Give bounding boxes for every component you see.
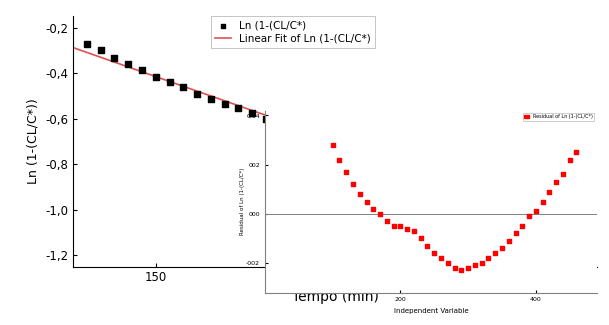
Point — [470, 263, 480, 268]
Ln (1-(CL/C*) — [289, 126, 298, 132]
Ln (1-(CL/C*) — [206, 97, 216, 102]
Point — [518, 224, 527, 229]
X-axis label: Independent Variable: Independent Variable — [393, 308, 468, 314]
Point — [328, 142, 337, 148]
Point — [389, 224, 398, 229]
Point — [457, 268, 466, 273]
Point — [544, 189, 554, 194]
Point — [375, 211, 385, 216]
Ln (1-(CL/C*) — [234, 106, 244, 111]
Point — [524, 214, 534, 219]
Ln (1-(CL/C*) — [537, 205, 546, 210]
Point — [362, 199, 371, 204]
Ln (1-(CL/C*) — [468, 183, 477, 188]
Point — [382, 219, 392, 224]
Point — [531, 209, 541, 214]
Ln (1-(CL/C*) — [426, 171, 436, 176]
Ln (1-(CL/C*) — [137, 67, 147, 72]
Legend: Ln (1-(CL/C*), Linear Fit of Ln (1-(CL/C*): Ln (1-(CL/C*), Linear Fit of Ln (1-(CL/C… — [211, 17, 375, 48]
Ln (1-(CL/C*) — [496, 192, 505, 198]
Point — [395, 224, 405, 229]
Point — [355, 191, 365, 197]
Ln (1-(CL/C*) — [344, 145, 354, 150]
Y-axis label: Ln (1-(CL/C*)): Ln (1-(CL/C*)) — [27, 98, 40, 184]
Ln (1-(CL/C*) — [261, 116, 271, 121]
Point — [565, 157, 575, 162]
Point — [341, 169, 351, 175]
Ln (1-(CL/C*) — [316, 136, 326, 141]
Point — [334, 157, 344, 162]
Ln (1-(CL/C*) — [357, 149, 367, 154]
Ln (1-(CL/C*) — [164, 80, 174, 85]
Ln (1-(CL/C*) — [247, 111, 257, 116]
Ln (1-(CL/C*) — [275, 122, 284, 127]
Ln (1-(CL/C*) — [523, 202, 533, 207]
Ln (1-(CL/C*) — [151, 74, 161, 79]
Point — [436, 255, 446, 261]
Point — [409, 228, 419, 234]
Point — [558, 172, 568, 177]
Ln (1-(CL/C*) — [371, 154, 381, 159]
Ln (1-(CL/C*) — [96, 48, 105, 53]
Ln (1-(CL/C*) — [454, 179, 464, 184]
Point — [551, 179, 561, 184]
Ln (1-(CL/C*) — [110, 56, 119, 61]
Point — [484, 255, 493, 261]
Ln (1-(CL/C*) — [178, 84, 188, 89]
Point — [403, 226, 412, 231]
Point — [443, 260, 452, 266]
Ln (1-(CL/C*) — [551, 209, 560, 215]
Ln (1-(CL/C*) — [192, 91, 202, 96]
Point — [504, 238, 513, 243]
Point — [511, 231, 521, 236]
Point — [572, 150, 582, 155]
Point — [449, 265, 459, 270]
Point — [368, 206, 378, 212]
Ln (1-(CL/C*) — [220, 101, 230, 107]
Point — [490, 251, 500, 256]
Point — [348, 182, 358, 187]
Ln (1-(CL/C*) — [330, 140, 340, 145]
Ln (1-(CL/C*) — [124, 61, 133, 67]
Point — [423, 243, 432, 248]
Ln (1-(CL/C*) — [413, 166, 423, 171]
Ln (1-(CL/C*) — [565, 218, 574, 224]
Ln (1-(CL/C*) — [509, 197, 519, 202]
Ln (1-(CL/C*) — [578, 230, 588, 235]
Point — [477, 260, 487, 266]
Legend: Residual of Ln (1-(CL/C*): Residual of Ln (1-(CL/C*) — [523, 113, 594, 121]
Point — [538, 199, 547, 204]
Point — [463, 265, 473, 270]
Ln (1-(CL/C*) — [385, 158, 395, 163]
Ln (1-(CL/C*) — [82, 41, 92, 46]
Point — [429, 251, 439, 256]
Ln (1-(CL/C*) — [303, 131, 312, 136]
Ln (1-(CL/C*) — [440, 175, 450, 180]
Ln (1-(CL/C*) — [399, 162, 409, 167]
Ln (1-(CL/C*) — [482, 188, 491, 193]
Point — [497, 246, 507, 251]
Point — [416, 236, 426, 241]
Y-axis label: Residual of Ln (1-(CL/C*): Residual of Ln (1-(CL/C*) — [240, 168, 245, 235]
X-axis label: Tempo (min): Tempo (min) — [292, 290, 378, 304]
